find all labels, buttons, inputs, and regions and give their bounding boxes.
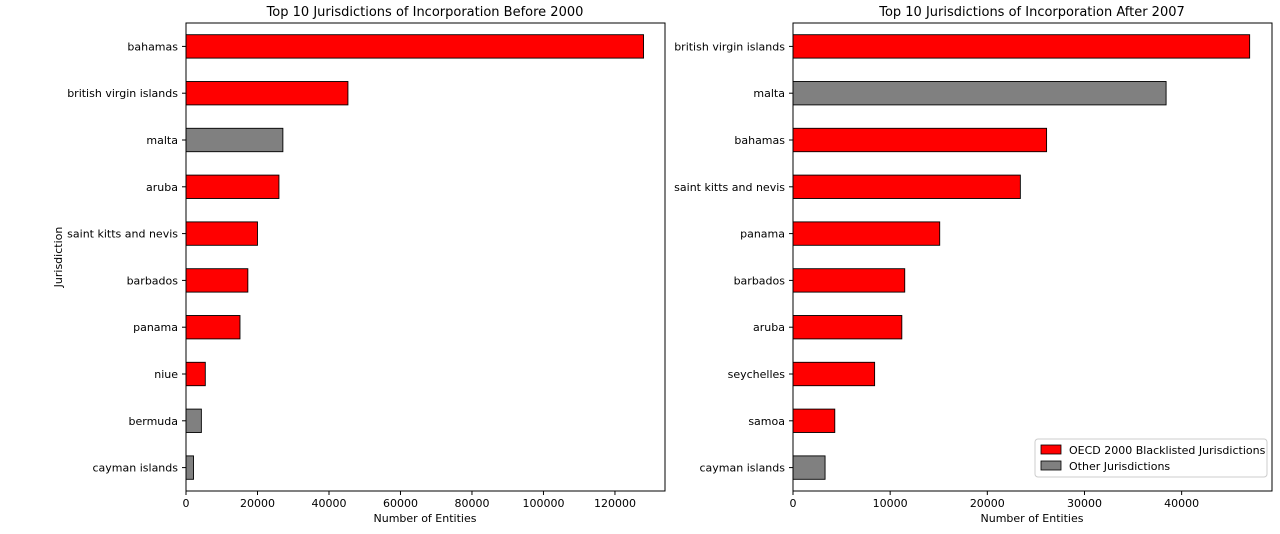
bar-barbados — [792, 268, 906, 293]
y-ticks: bahamas british virgin islands malta aruba s… — [67, 40, 186, 475]
y-tick-label: panama — [133, 321, 178, 334]
x-tick-label: 0 — [790, 497, 797, 510]
y-tick-label: saint kitts and nevis — [67, 228, 178, 241]
y-tick-label: malta — [146, 134, 178, 147]
bar-malta — [792, 81, 1167, 106]
y-tick-label: panama — [740, 228, 785, 241]
bar-bahamas — [792, 127, 1048, 153]
bars-group — [185, 34, 645, 480]
x-tick-label: 40000 — [311, 497, 346, 510]
y-tick-label: malta — [753, 87, 785, 100]
y-axis-label: Jurisdiction — [52, 227, 65, 289]
x-tick-label: 20000 — [240, 497, 275, 510]
legend-label-other: Other Jurisdictions — [1069, 460, 1170, 473]
plot-frame — [185, 22, 666, 492]
x-axis-label: Number of Entities — [981, 512, 1084, 525]
y-tick-label: barbados — [127, 274, 179, 287]
plot-frame — [792, 22, 1273, 492]
y-tick-label: aruba — [146, 181, 178, 194]
bar-panama — [792, 221, 941, 246]
bar-cayman-islands — [792, 455, 826, 480]
y-tick-label: british virgin islands — [67, 87, 178, 100]
bar-bermuda — [185, 408, 202, 433]
bar-niue — [185, 361, 206, 387]
x-tick-label: 10000 — [873, 497, 908, 510]
x-tick-label: 0 — [183, 497, 190, 510]
bar-british-virgin-islands — [792, 34, 1251, 59]
bar-british-virgin-islands — [185, 81, 349, 106]
bar-panama — [185, 315, 241, 340]
y-tick-label: bermuda — [129, 415, 179, 428]
bars-group — [792, 34, 1251, 480]
y-tick-label: seychelles — [728, 368, 786, 381]
chart-after-2007: Top 10 Jurisdictions of Incorporation Af… — [674, 5, 1273, 525]
y-tick-label: samoa — [748, 415, 785, 428]
bar-aruba — [185, 174, 280, 199]
x-tick-label: 80000 — [454, 497, 489, 510]
bar-saint-kitts-and-nevis — [185, 221, 258, 246]
x-tick-label: 40000 — [1164, 497, 1199, 510]
chart-title: Top 10 Jurisdictions of Incorporation Be… — [266, 5, 584, 20]
bar-barbados — [185, 268, 249, 293]
legend-box — [1034, 438, 1268, 478]
legend-label-blacklisted: OECD 2000 Blacklisted Jurisdictions — [1069, 444, 1266, 457]
x-tick-label: 100000 — [522, 497, 564, 510]
bar-samoa — [792, 408, 836, 433]
x-ticks: 0 20000 40000 60000 80000 100000 120000 — [183, 491, 636, 510]
bar-aruba — [792, 315, 903, 340]
bar-cayman-islands — [185, 455, 194, 480]
chart-before-2000: Top 10 Jurisdictions of Incorporation Be… — [52, 5, 666, 525]
x-tick-label: 120000 — [594, 497, 636, 510]
y-tick-label: british virgin islands — [674, 40, 785, 53]
bar-bahamas — [185, 34, 645, 59]
bar-saint-kitts-and-nevis — [792, 174, 1021, 199]
y-tick-label: cayman islands — [93, 462, 179, 475]
chart-title: Top 10 Jurisdictions of Incorporation Af… — [878, 5, 1185, 20]
y-tick-label: aruba — [753, 321, 785, 334]
y-tick-label: saint kitts and nevis — [674, 181, 785, 194]
x-tick-label: 20000 — [970, 497, 1005, 510]
legend-swatch-other — [1040, 460, 1062, 471]
x-tick-label: 60000 — [383, 497, 418, 510]
x-axis-label: Number of Entities — [374, 512, 477, 525]
legend: OECD 2000 Blacklisted Jurisdictions Othe… — [1034, 438, 1268, 478]
y-tick-label: barbados — [734, 274, 786, 287]
bar-malta — [185, 127, 284, 153]
legend-swatch-blacklisted — [1040, 444, 1062, 455]
y-tick-label: cayman islands — [700, 462, 786, 475]
y-tick-label: bahamas — [127, 40, 178, 53]
y-ticks: british virgin islands malta bahamas saint … — [674, 40, 793, 475]
bar-seychelles — [792, 361, 876, 387]
y-tick-label: bahamas — [734, 134, 785, 147]
y-tick-label: niue — [154, 368, 178, 381]
x-ticks: 0 10000 20000 30000 40000 — [790, 491, 1199, 510]
x-tick-label: 30000 — [1067, 497, 1102, 510]
